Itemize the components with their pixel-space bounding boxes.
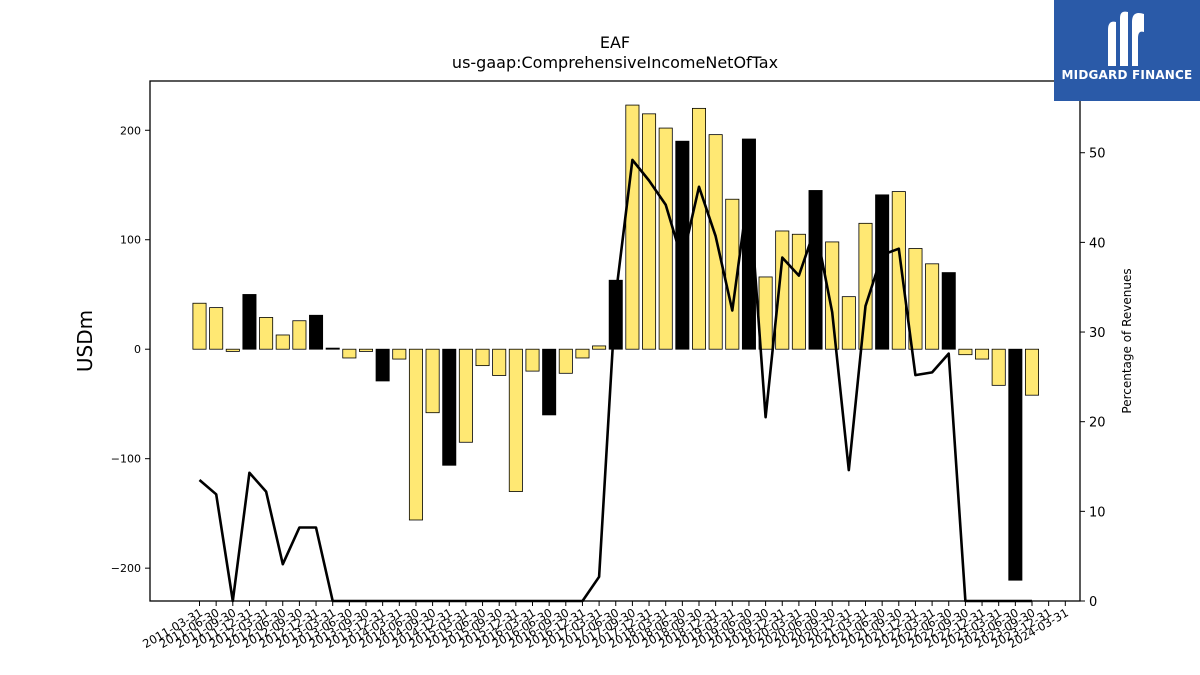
bar-2015-12-31 [508,348,523,492]
bar-2014-12-31 [442,348,457,466]
bar-2012-03-31 [259,317,274,350]
bar-2023-06-30 [1008,348,1023,581]
bar-2020-12-31 [841,296,856,350]
bar-2023-09-30 [1025,348,1040,396]
y2-tick-label: 50 [1089,147,1106,162]
pct-revenues-line [198,158,1032,603]
bar-2021-03-31 [858,222,873,350]
pct-line-series [198,158,1032,603]
bar-2015-03-31 [458,348,473,443]
bar-2020-09-30 [825,241,840,350]
bar-2012-06-30 [275,334,290,350]
bar-2018-03-31 [658,127,673,350]
bar-2015-09-30 [492,348,507,376]
bar-2018-06-30 [675,140,690,350]
logo-text: MIDGARD FINANCE [1061,68,1193,82]
y-tick-label: −200 [111,562,141,575]
bar-2016-03-31 [525,348,540,372]
bar-2019-03-31 [725,198,740,350]
chart-title: EAF [600,33,630,52]
y-axis: −200 −100 0 100 200 [111,124,150,575]
y-axis-label: USDm [73,310,97,372]
bar-2014-06-30 [408,348,423,521]
y-tick-label: 200 [120,124,141,137]
y-tick-label: −100 [111,453,141,466]
bar-2021-12-31 [908,248,923,350]
y2-tick-label: 40 [1089,236,1106,251]
y2-tick-label: 20 [1089,416,1106,431]
bar-2012-09-30 [292,320,307,350]
bar-2011-06-30 [209,307,224,350]
y2-axis-label: Percentage of Revenues [1120,268,1134,413]
x-axis: 2011-03-312011-06-302011-09-302011-12-31… [140,601,1071,651]
bar-2022-09-30 [958,348,973,356]
bar-2018-09-30 [692,107,707,350]
bar-2012-12-31 [309,314,324,350]
bar-2015-06-30 [475,348,490,367]
bar-2016-09-30 [558,348,573,374]
bar-2013-09-30 [358,348,373,352]
bar-2014-03-31 [392,348,407,360]
bar-2016-06-30 [542,348,557,416]
bar-2013-12-31 [375,348,390,382]
y2-axis: 0 10 20 30 40 50 [1080,147,1106,610]
y2-tick-label: 30 [1089,326,1106,341]
y-tick-label: 100 [120,234,141,247]
bar-2021-09-30 [891,191,906,350]
y-tick-label: 0 [134,343,141,356]
chart-subtitle: us-gaap:ComprehensiveIncomeNetOfTax [452,53,778,72]
bar-2020-06-30 [808,190,823,350]
bar-2011-09-30 [225,348,240,352]
midgard-logo: MIDGARD FINANCE [1054,0,1200,101]
midgard-logo-icon [1108,11,1144,67]
bar-2011-12-31 [242,294,257,350]
plot-frame [149,80,1081,602]
bar-2017-09-30 [625,104,640,350]
bar-2013-03-31 [325,347,340,350]
bar-2020-03-31 [791,233,806,350]
bar-2022-12-31 [975,348,990,360]
bar-2022-06-30 [941,272,956,350]
bar-2022-03-31 [925,263,940,350]
y2-tick-label: 0 [1089,595,1097,610]
bar-2017-03-31 [592,345,607,350]
bar-2014-09-30 [425,348,440,414]
y2-tick-label: 10 [1089,505,1106,520]
bar-2016-12-31 [575,348,590,359]
bar-2017-12-31 [642,113,657,350]
bar-2013-06-30 [342,348,357,359]
bar-2023-03-31 [991,348,1006,386]
bar-2011-03-31 [192,302,207,350]
